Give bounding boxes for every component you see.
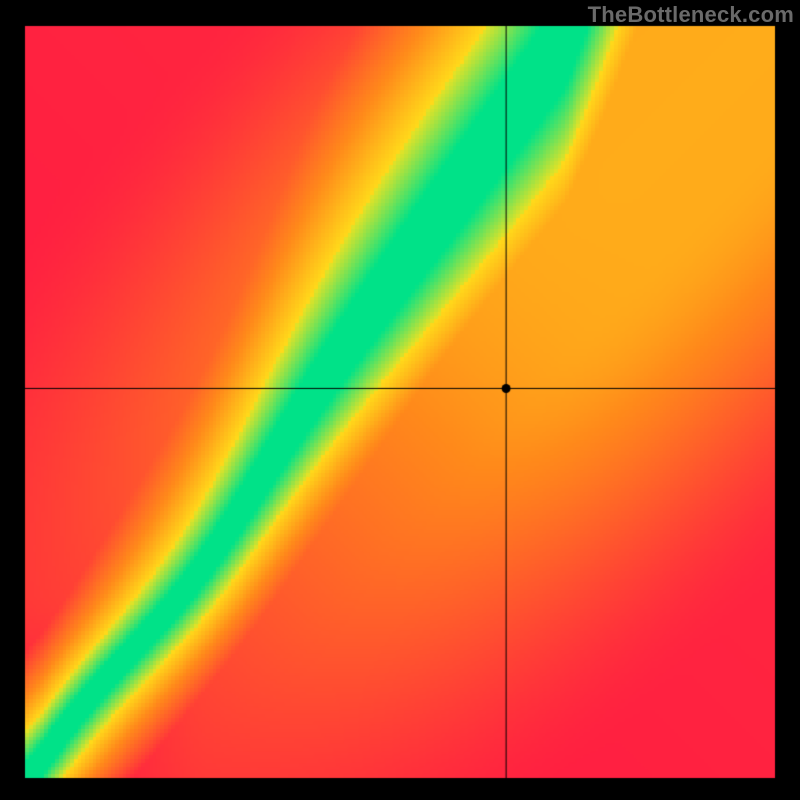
chart-container: TheBottleneck.com [0,0,800,800]
bottleneck-heatmap-canvas [0,0,800,800]
watermark-text: TheBottleneck.com [588,2,794,28]
